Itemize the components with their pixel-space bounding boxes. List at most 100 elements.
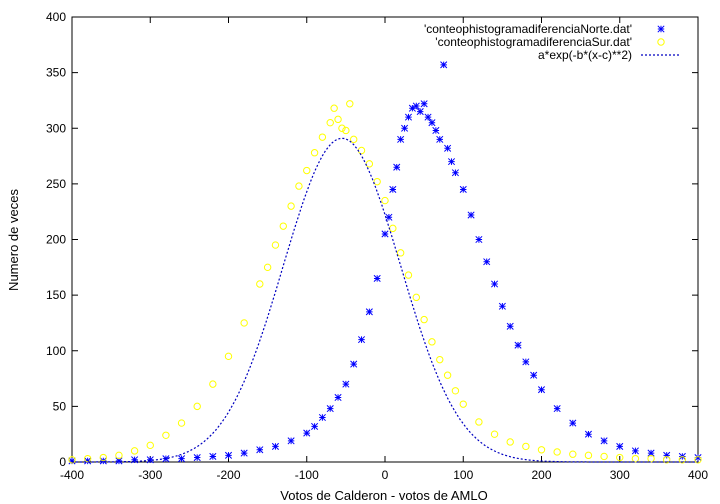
data-point-circle <box>130 447 139 455</box>
data-point-circle <box>506 438 514 446</box>
y-tick-label: 300 <box>46 121 66 135</box>
y-tick-label: 150 <box>46 288 66 302</box>
data-point-circle <box>346 100 354 108</box>
data-point-circle <box>350 135 358 144</box>
data-point-star <box>373 274 381 282</box>
data-point-star <box>440 61 448 69</box>
data-point-circle <box>584 451 593 460</box>
data-point-star <box>416 108 424 116</box>
data-point-circle <box>295 182 303 190</box>
data-point-circle <box>326 118 334 127</box>
data-point-star <box>498 302 506 310</box>
y-tick-label: 100 <box>46 344 66 358</box>
data-point-circle <box>193 402 201 411</box>
data-point-circle <box>647 454 655 463</box>
data-point-star <box>177 455 186 463</box>
series-0 <box>68 61 702 465</box>
data-point-circle <box>678 456 687 464</box>
data-point-circle <box>263 263 272 272</box>
y-axis-label: Numero de veces <box>6 189 21 291</box>
data-point-star <box>84 457 92 465</box>
data-point-circle <box>600 452 608 461</box>
data-point-circle <box>68 456 76 464</box>
data-point-circle <box>404 271 413 279</box>
data-point-star <box>447 158 456 166</box>
data-point-star <box>318 413 326 422</box>
data-point-star <box>401 124 409 132</box>
data-point-star <box>240 449 248 457</box>
data-point-circle <box>162 431 170 439</box>
data-point-star <box>146 456 154 464</box>
data-point-circle <box>338 124 346 132</box>
x-axis-label: Votos de Calderon - votos de AMLO <box>280 488 487 503</box>
x-tick-label: 100 <box>453 468 473 482</box>
data-point-star <box>381 230 389 238</box>
fit-curve <box>72 137 698 463</box>
data-point-circle <box>443 371 452 379</box>
data-point-circle <box>224 352 233 361</box>
data-point-star <box>616 442 624 450</box>
x-tick-label: 200 <box>531 468 551 482</box>
y-tick-label: 350 <box>46 66 66 80</box>
data-point-circle <box>330 104 338 112</box>
data-point-star <box>271 442 280 450</box>
data-point-star <box>475 235 483 244</box>
data-point-star <box>436 135 444 143</box>
data-point-circle <box>342 126 350 135</box>
legend: 'conteophistogramadiferenciaNorte.dat''c… <box>424 22 679 62</box>
data-point-star <box>357 336 366 344</box>
data-point-star <box>68 457 76 465</box>
x-tick-label: 0 <box>382 468 389 482</box>
x-tick-label: -300 <box>138 468 162 482</box>
data-point-circle <box>537 446 546 454</box>
data-point-star <box>385 213 393 221</box>
data-point-circle <box>99 453 108 462</box>
data-point-circle <box>83 454 92 463</box>
data-point-star <box>209 452 217 460</box>
data-point-star <box>459 185 467 193</box>
data-point-star <box>506 322 514 330</box>
data-point-circle <box>303 166 311 175</box>
data-point-circle <box>451 387 460 395</box>
data-point-star <box>537 386 546 394</box>
data-point-star <box>694 453 702 462</box>
data-point-circle <box>318 133 327 141</box>
data-point-star <box>287 437 295 445</box>
data-point-star <box>444 144 452 152</box>
data-point-star <box>365 308 373 316</box>
data-point-star <box>600 437 608 445</box>
data-point-circle <box>475 418 483 426</box>
data-point-star <box>326 405 334 413</box>
data-point-star <box>428 119 436 127</box>
data-point-star <box>569 419 577 427</box>
data-point-star <box>483 258 491 266</box>
data-point-star <box>389 185 397 193</box>
y-tick-label: 0 <box>59 455 66 469</box>
data-point-circle <box>436 355 444 364</box>
y-tick-label: 200 <box>46 233 66 247</box>
data-point-circle <box>412 293 420 302</box>
data-point-star <box>553 405 561 413</box>
x-tick-label: -200 <box>216 468 240 482</box>
data-point-star <box>514 341 522 349</box>
data-point-star <box>663 451 671 459</box>
data-point-star <box>115 457 123 465</box>
data-point-star <box>342 380 350 388</box>
data-point-circle <box>694 456 702 464</box>
y-tick-label: 400 <box>46 10 66 24</box>
data-point-star <box>631 447 639 455</box>
data-series <box>68 61 702 465</box>
data-point-circle <box>569 450 577 458</box>
data-point-star <box>432 126 440 135</box>
data-point-circle <box>334 115 342 124</box>
data-point-star <box>647 449 655 457</box>
legend-symbol-star <box>657 25 665 33</box>
data-point-circle <box>357 146 366 155</box>
data-point-circle <box>396 249 405 257</box>
data-point-circle <box>459 400 467 408</box>
data-point-circle <box>428 338 436 346</box>
data-point-circle <box>389 224 397 233</box>
data-point-circle <box>240 319 248 327</box>
data-point-circle <box>115 451 123 460</box>
